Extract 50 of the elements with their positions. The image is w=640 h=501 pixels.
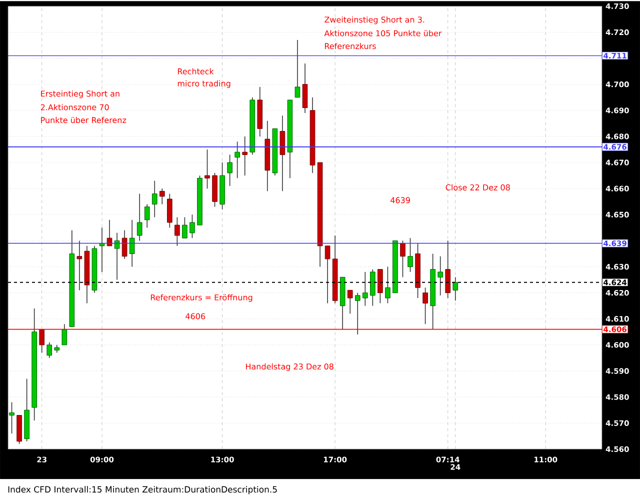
candlestick [227, 154, 232, 186]
annotation: 2.Aktionszone 70 [40, 104, 109, 110]
annotation: micro trading [178, 80, 230, 88]
candlestick [242, 136, 248, 176]
text: Index CFD Intervall:15 Minuten Zeitraum:DurationDescription.5 [8, 486, 277, 494]
candlestick [280, 115, 286, 192]
candlestick [136, 193, 142, 242]
annotation: Handelstag 23 Dez 08 [246, 363, 334, 371]
candlestick [354, 292, 360, 335]
annotation: Zweiteinstieg Short an 3. [324, 16, 424, 24]
candlestick [114, 232, 120, 280]
annotation: Rechteck [178, 68, 214, 74]
candlestick [400, 240, 406, 278]
candlestick [76, 240, 82, 291]
candlestick [152, 180, 158, 218]
candlestick [62, 324, 68, 346]
candlestick [408, 238, 413, 272]
candlestick [9, 402, 14, 434]
candlestick [234, 141, 240, 178]
candlestick [39, 328, 44, 354]
candlestick [122, 230, 128, 260]
candlestick [370, 268, 376, 306]
candlestick [362, 271, 368, 306]
candlestick [182, 216, 188, 238]
candlestick [445, 240, 451, 298]
annotation: Ersteintieg Short an [41, 90, 120, 98]
candlestick [129, 219, 135, 268]
candlestick [159, 188, 165, 205]
annotation: Referenzkurs [324, 42, 376, 50]
candlestick [167, 193, 172, 228]
candlestick [324, 245, 330, 304]
annotation: 4606 [186, 313, 206, 320]
annotation: Punkte über Referenz [41, 116, 126, 124]
candlestick [422, 287, 428, 324]
annotation: Close 22 Dez 08 [446, 184, 510, 190]
candlestick [204, 149, 210, 189]
candlestick [174, 216, 180, 246]
candlestick [385, 266, 390, 304]
annotation: 4639 [390, 197, 410, 204]
annotation: Referenzkurs = Eröffnung [150, 294, 252, 302]
candlestick [452, 276, 458, 301]
candlestick [190, 214, 195, 238]
candlestick [347, 290, 353, 314]
annotation: Aktionszone 105 Punkte über [324, 30, 442, 36]
candlestick [294, 40, 300, 98]
candlestick [46, 342, 52, 358]
candlestick [144, 204, 150, 228]
candlestick [302, 63, 308, 114]
candlestick [378, 268, 383, 304]
candlestick [438, 256, 443, 296]
